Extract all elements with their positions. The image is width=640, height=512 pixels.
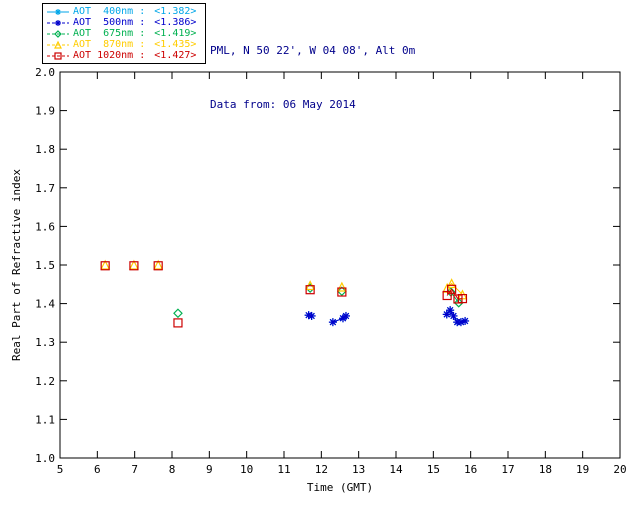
legend-label: AOT 870nm : [73,39,152,50]
marker-square [457,293,468,304]
legend-value: <1.386> [154,17,197,28]
y-tick-label: 1.7 [35,182,55,195]
marker-asterisk [55,8,61,15]
marker-triangle [100,259,111,270]
marker-triangle [446,278,457,289]
legend-label: AOT 400nm : [73,6,152,17]
marker-asterisk [446,306,455,315]
y-axis-title: Real Part of Refractive index [10,169,23,361]
y-tick-label: 1.9 [35,105,55,118]
x-tick-label: 9 [206,463,213,476]
legend-sample-diamond-icon [47,29,69,38]
marker-diamond [337,286,347,297]
y-tick-label: 1.4 [35,298,55,311]
marker-square [305,285,315,295]
legend-value: <1.382> [154,6,197,17]
series-line [446,288,463,300]
y-tick-label: 1.6 [35,220,55,233]
marker-asterisk [307,311,316,320]
marker-diamond [54,29,62,38]
y-tick-label: 1.5 [35,259,55,272]
legend-value: <1.435> [154,39,197,50]
marker-square [337,287,347,297]
legend-item: AOT 870nm : <1.435> [46,39,202,50]
legend-item: AOT 500nm : <1.386> [46,17,202,28]
x-tick-label: 8 [169,463,176,476]
marker-asterisk [341,311,350,320]
y-tick-label: 1.0 [35,452,55,465]
series-aot-675nm [173,283,464,319]
x-tick-label: 12 [315,463,328,476]
x-tick-label: 7 [131,463,138,476]
marker-square [447,284,457,294]
legend-item: AOT 675nm : <1.419> [46,28,202,39]
marker-square [129,261,139,271]
series-aot-1020nm [100,261,468,328]
plot-header: PML, N 50 22', W 04 08', Alt 0m Data fro… [210,6,415,150]
marker-triangle [54,40,62,49]
marker-asterisk [328,318,337,327]
x-tick-label: 5 [57,463,64,476]
legend-value: <1.419> [154,28,197,39]
marker-asterisk [449,311,458,320]
marker-square [54,51,62,60]
plot-border [59,71,621,459]
x-axis-title: Time (GMT) [307,481,373,494]
x-tick-label: 16 [464,463,477,476]
y-tick-label: 2.0 [35,66,55,79]
marker-square [153,261,163,271]
legend-item: AOT 1020nm : <1.427> [46,50,202,61]
marker-asterisk [55,19,61,26]
marker-triangle [153,259,164,270]
legend-label: AOT 675nm : [73,28,152,39]
x-tick-label: 10 [240,463,253,476]
legend-sample-triangle-icon [47,40,69,49]
legend-label: AOT 1020nm : [73,50,152,61]
series-aot-870nm [100,259,468,300]
legend-label: AOT 500nm : [73,17,152,28]
y-tick-label: 1.1 [35,413,55,426]
x-tick-label: 11 [277,463,290,476]
series-aot-500nm [304,306,470,327]
header-date: Data from: 06 May 2014 [210,98,356,111]
legend-item: AOT 400nm : <1.382> [46,6,202,17]
legend-sample-asterisk-icon [47,8,69,15]
x-tick-label: 15 [427,463,440,476]
x-tick-label: 20 [613,463,626,476]
marker-triangle [336,281,347,292]
marker-asterisk [442,310,451,319]
marker-square [100,261,110,271]
marker-square [173,318,183,328]
marker-triangle [128,259,139,270]
legend-sample-square-icon [47,51,69,60]
legend-sample-asterisk-icon [47,19,69,26]
legend: AOT 400nm : <1.382> AOT 500nm : <1.386> AO… [42,3,206,64]
legend-value: <1.427> [154,50,197,61]
marker-diamond [173,308,183,319]
x-tick-label: 14 [389,463,403,476]
x-tick-label: 6 [94,463,101,476]
x-tick-label: 19 [576,463,589,476]
x-tick-label: 17 [501,463,514,476]
y-tick-label: 1.8 [35,143,55,156]
marker-asterisk [461,316,470,325]
x-tick-label: 18 [539,463,552,476]
x-tick-label: 13 [352,463,365,476]
y-tick-label: 1.3 [35,336,55,349]
y-tick-label: 1.2 [35,375,55,388]
header-location: PML, N 50 22', W 04 08', Alt 0m [210,44,416,57]
